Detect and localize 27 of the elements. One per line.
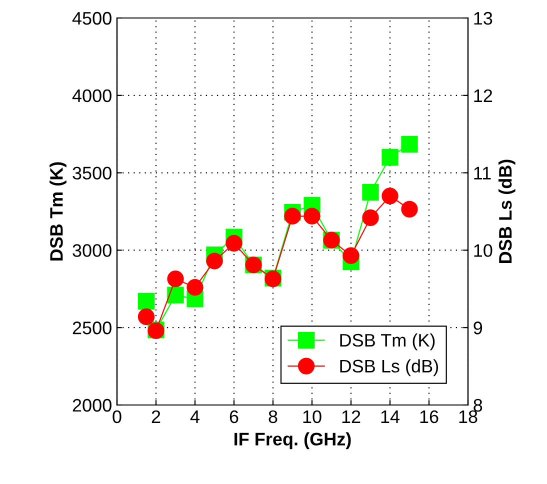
- x-tick-label: 10: [303, 410, 322, 424]
- x-tick-label: 16: [420, 410, 438, 424]
- y-tick-label: 4500: [72, 12, 112, 25]
- x-tick-label: 4: [190, 410, 200, 423]
- y2-axis-title: DSB Ls (dB): [498, 160, 516, 263]
- x-tick-label: 12: [342, 410, 360, 423]
- y-tick-label: 2000: [72, 398, 112, 412]
- legend-label: DSB Tm (K): [340, 333, 435, 350]
- x-tick-label: 2: [152, 410, 160, 423]
- y-tick-label: 2500: [72, 322, 112, 334]
- x-tick-label: 14: [381, 410, 400, 423]
- y-tick-label: 4000: [72, 89, 112, 102]
- y2-tick-label: 8: [474, 398, 482, 412]
- x-tick-label: 8: [268, 410, 278, 424]
- y2-tick-label: 13: [474, 12, 492, 25]
- x-axis-title: IF Freq. (GHz): [234, 432, 351, 450]
- x-tick-label: 0: [112, 410, 122, 424]
- y-tick-label: 3500: [72, 166, 112, 180]
- x-tick-label: 18: [459, 410, 478, 424]
- y2-tick-label: 11: [474, 166, 491, 180]
- y2-tick-label: 10: [474, 244, 492, 257]
- y-axis-title: DSB Tm (K): [50, 162, 66, 260]
- legend-label: DSB Ls (dB): [340, 359, 438, 376]
- y2-tick-label: 9: [474, 322, 482, 334]
- x-tick-label: 6: [230, 410, 238, 424]
- y-tick-label: 3000: [72, 244, 112, 257]
- y2-tick-label: 12: [474, 89, 492, 102]
